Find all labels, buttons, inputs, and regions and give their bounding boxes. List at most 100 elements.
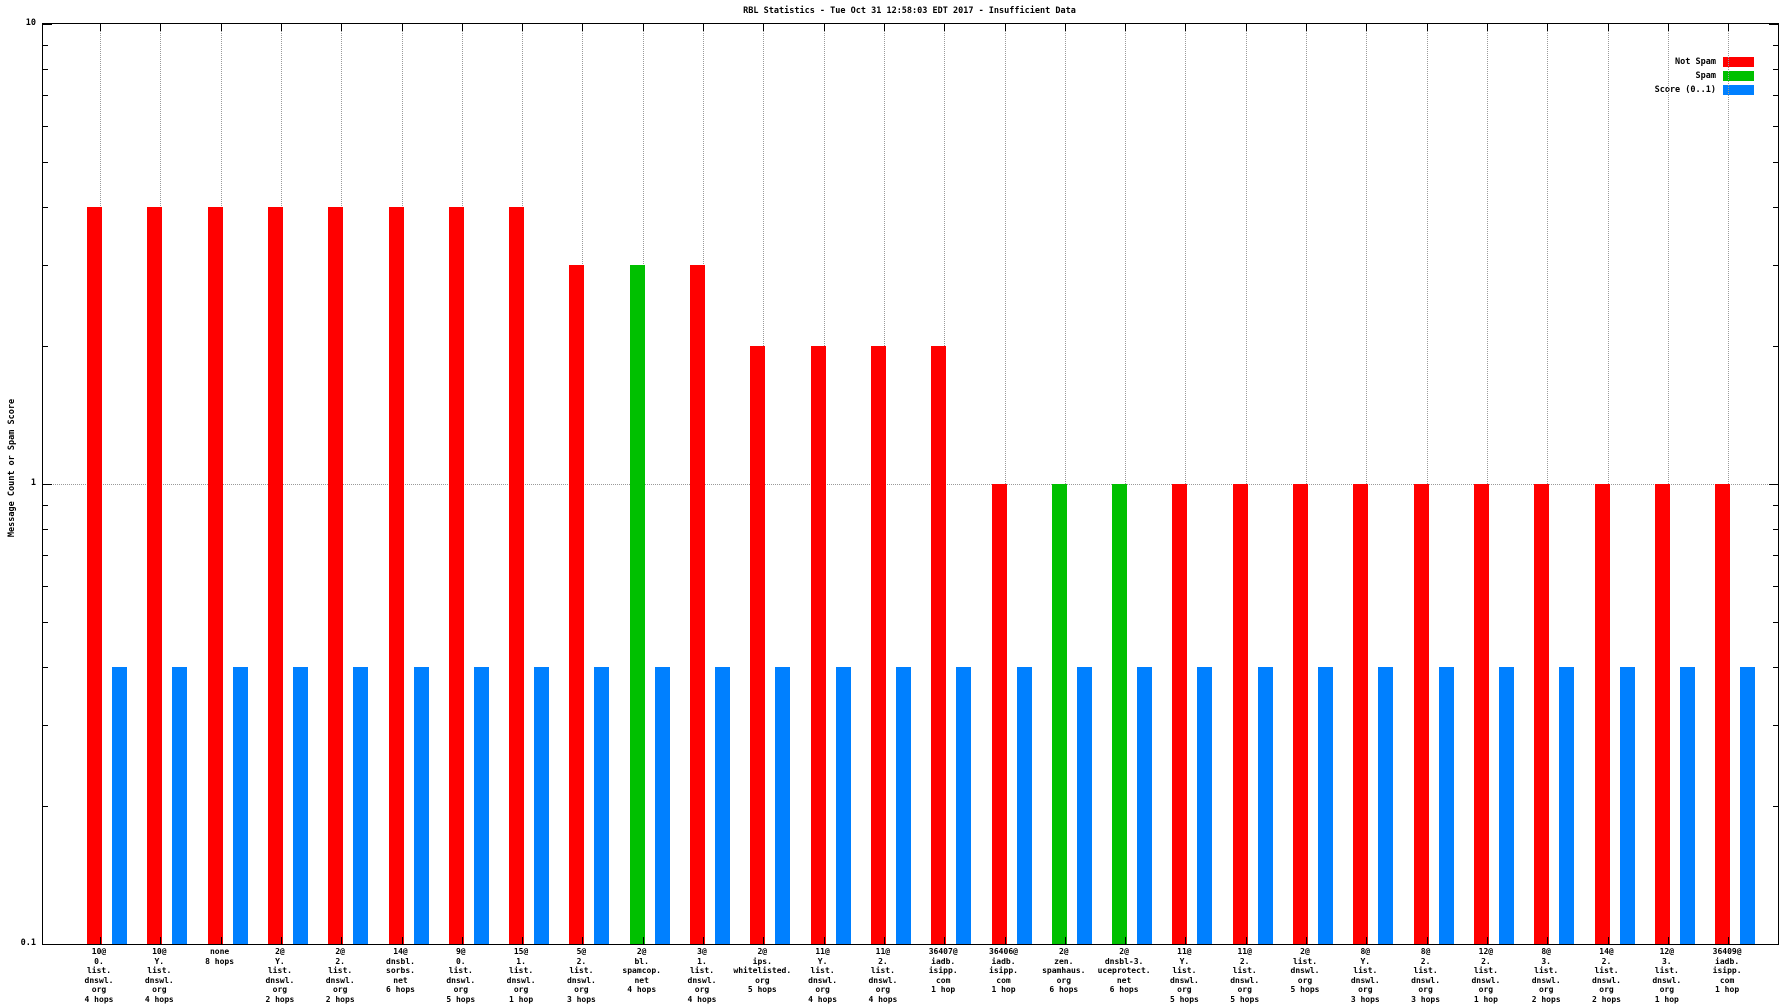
x-tick-label: 2@ zen. spamhaus. org 6 hops xyxy=(1042,947,1086,994)
x-tick-label: 15@ 1. list. dnswl. org 1 hop xyxy=(506,947,536,1004)
chart-title: RBL Statistics - Tue Oct 31 12:58:03 EDT… xyxy=(743,6,1076,16)
x-tick-bottom xyxy=(823,937,825,944)
score-bar xyxy=(1318,667,1333,944)
y-tick-label: 1 xyxy=(30,478,36,488)
score-bar xyxy=(1498,667,1514,944)
y-minor-tick xyxy=(43,68,48,70)
legend-item: Score (0..1) xyxy=(1655,85,1754,95)
score-bar xyxy=(1197,667,1213,944)
x-tick-bottom xyxy=(341,937,343,944)
legend-item: Not Spam xyxy=(1675,57,1754,67)
score-bar xyxy=(1378,667,1394,944)
score-bar xyxy=(534,667,550,944)
x-tick-label: 11@ 2. list. dnswl. org 5 hops xyxy=(1230,947,1260,1004)
y-major-tick xyxy=(43,484,52,485)
not-spam-bar xyxy=(690,264,705,944)
x-tick-label: 11@ Y. list. dnswl. org 5 hops xyxy=(1169,947,1199,1004)
x-tick-top xyxy=(522,24,524,31)
score-bar xyxy=(1679,667,1695,944)
y-minor-tick xyxy=(43,805,48,807)
x-tick-bottom xyxy=(883,937,885,944)
y-minor-tick xyxy=(1773,555,1778,557)
y-minor-tick xyxy=(1773,95,1778,97)
x-tick-top xyxy=(1547,24,1549,31)
x-tick-top xyxy=(703,24,704,31)
x-tick-bottom xyxy=(1728,937,1730,944)
x-tick-bottom xyxy=(280,937,282,944)
x-tick-top xyxy=(1366,24,1368,31)
not-spam-bar xyxy=(1232,484,1248,944)
y-minor-tick xyxy=(43,162,48,164)
score-bar xyxy=(172,667,188,944)
x-tick-bottom xyxy=(763,937,765,944)
legend-swatch xyxy=(1723,71,1754,81)
x-tick-top xyxy=(1125,24,1127,31)
not-spam-bar xyxy=(1715,484,1731,944)
x-tick-label: 12@ 3. list. dnswl. org 1 hop xyxy=(1652,947,1682,1004)
x-tick-top xyxy=(461,24,463,31)
x-tick-bottom xyxy=(160,937,162,944)
x-tick-bottom xyxy=(1185,937,1187,944)
not-spam-bar xyxy=(1534,484,1550,944)
x-tick-bottom xyxy=(1426,937,1428,944)
x-tick-bottom xyxy=(1486,937,1488,944)
not-spam-bar xyxy=(991,484,1007,944)
x-tick-top xyxy=(1245,24,1247,31)
x-tick-top xyxy=(1486,24,1488,31)
y-minor-tick xyxy=(1773,667,1778,669)
x-tick-bottom xyxy=(944,937,946,944)
y-major-tick xyxy=(1769,24,1778,25)
x-tick-top xyxy=(582,24,584,31)
x-tick-label: 8@ 3. list. dnswl. org 2 hops xyxy=(1531,947,1561,1004)
not-spam-bar xyxy=(328,207,344,944)
score-bar xyxy=(413,667,429,944)
score-bar xyxy=(232,667,248,944)
x-tick-top xyxy=(160,24,162,31)
score-bar xyxy=(1559,667,1575,944)
not-spam-bar xyxy=(147,207,163,944)
x-tick-top xyxy=(1607,24,1609,31)
not-spam-bar xyxy=(870,345,886,944)
x-tick-label: 5@ 2. list. dnswl. org 3 hops xyxy=(566,947,596,1004)
x-tick-top xyxy=(823,24,825,31)
not-spam-bar xyxy=(509,207,525,944)
x-tick-label: 11@ Y. list. dnswl. org 4 hops xyxy=(808,947,838,1004)
horizontal-gridline xyxy=(43,484,1778,485)
not-spam-bar xyxy=(569,264,585,944)
y-minor-tick xyxy=(43,622,48,624)
score-bar xyxy=(654,667,670,944)
not-spam-bar xyxy=(1413,484,1429,944)
y-minor-tick xyxy=(43,264,48,266)
spam-bar xyxy=(1051,484,1067,944)
x-tick-bottom xyxy=(401,937,403,944)
not-spam-bar xyxy=(448,207,464,944)
y-minor-tick xyxy=(1773,505,1778,507)
y-minor-tick xyxy=(43,126,48,128)
x-tick-label: 2@ Y. list. dnswl. org 2 hops xyxy=(265,947,295,1004)
legend-swatch xyxy=(1723,85,1754,95)
y-minor-tick xyxy=(43,45,48,47)
x-tick-bottom xyxy=(461,937,463,944)
score-bar xyxy=(112,667,127,944)
score-bar xyxy=(1016,667,1032,944)
plot-area: Not Spam Spam Score (0..1) xyxy=(42,23,1779,945)
score-bar xyxy=(473,667,489,944)
x-tick-label: 9@ 0. list. dnswl. org 5 hops xyxy=(446,947,476,1004)
not-spam-bar xyxy=(87,207,102,944)
y-minor-tick xyxy=(43,207,48,209)
y-minor-tick xyxy=(1773,264,1778,266)
y-minor-tick xyxy=(43,505,48,507)
x-tick-bottom xyxy=(522,937,524,944)
x-tick-label: 10@ 0. list. dnswl. org 4 hops xyxy=(84,947,114,1004)
x-tick-top xyxy=(401,24,403,31)
x-tick-label: 8@ 2. list. dnswl. org 3 hops xyxy=(1411,947,1441,1004)
score-bar xyxy=(895,667,911,944)
y-major-tick xyxy=(43,24,52,25)
x-tick-top xyxy=(1185,24,1187,31)
score-bar xyxy=(1076,667,1092,944)
y-minor-tick xyxy=(1773,126,1778,128)
y-minor-tick xyxy=(1773,68,1778,70)
spam-bar xyxy=(629,264,645,944)
score-bar xyxy=(835,667,851,944)
